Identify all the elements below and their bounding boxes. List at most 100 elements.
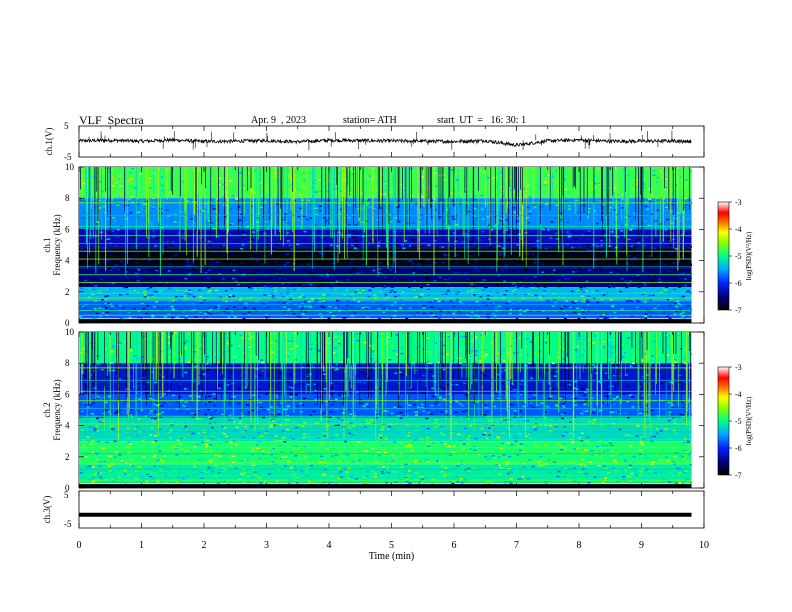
ch1-spectrogram-cell <box>298 316 302 318</box>
ch2-spectrogram-cell <box>601 444 605 446</box>
ch1-spectrogram-cell <box>302 298 306 301</box>
ch1-spectrogram-cell <box>112 239 116 241</box>
ch2-spectrogram-cell <box>429 440 433 443</box>
ch2-spectrogram-cell <box>161 376 165 378</box>
ch1-spectrogram-cell <box>649 280 653 283</box>
ch2-spectrogram-cell <box>184 371 188 374</box>
ch2-spectrogram-cell <box>201 429 205 431</box>
ch1-spectrogram-cell <box>184 277 188 280</box>
ch2-spectrogram-cell <box>176 439 180 442</box>
ch1-spectrogram-low-strip <box>79 319 692 323</box>
ch2-spectrogram-cell <box>381 444 385 447</box>
ch1-spectrogram-cell <box>373 294 377 297</box>
ch1-spectrogram-cell <box>538 186 542 189</box>
ch1-spectrogram-cell <box>578 267 582 270</box>
ch2-spectrogram-band <box>79 332 692 364</box>
ch2-spectrogram-cell <box>320 443 324 446</box>
ch1-spectrogram-cell <box>286 240 290 242</box>
ch1-spectrogram-cell <box>551 175 555 178</box>
ch1-spectrogram-cell <box>294 171 298 174</box>
ch1-spectrogram-cell <box>517 188 521 191</box>
ch1-spectrogram-cell <box>127 257 131 260</box>
ch2-spectrogram-cell <box>282 451 286 454</box>
ch1-spectrogram-cell <box>213 251 217 254</box>
ch2-spectrogram-cell <box>462 453 466 456</box>
ch1-spectrogram-cell <box>300 307 304 309</box>
ch1-spectrogram-cell <box>212 278 216 281</box>
ch2-spectrogram-cell <box>158 469 162 472</box>
ch1-spectrogram-cell <box>286 222 290 224</box>
ch1-spectrogram-cell <box>676 300 680 303</box>
ch2-spectrogram-cell <box>187 375 191 378</box>
ch2-spectrogram-cell <box>597 464 601 467</box>
ch2-spectrogram-cell <box>322 473 326 476</box>
ch2-spectrogram-cell <box>477 453 481 456</box>
ch1-spectrogram-cell <box>198 232 202 234</box>
ch2-spectrogram-cell <box>523 420 527 422</box>
ch2-spectrogram-cell <box>687 453 691 456</box>
ch1-spectrogram-cell <box>545 203 549 206</box>
ch2-spectrogram-cell <box>597 380 601 383</box>
ch1-spectrogram-cell <box>188 272 192 275</box>
ch1-spectrogram-cell <box>398 233 402 235</box>
ch1-spectrogram-cell <box>452 313 456 315</box>
ch1-spectrogram-cell <box>298 284 302 286</box>
ch1-spectrogram-cell <box>533 259 537 261</box>
ch2-spectrogram-cell <box>199 458 203 460</box>
ch1-spectrogram-cell <box>152 179 156 181</box>
ch1-spectrogram-cell <box>247 287 251 289</box>
ch2-spectrogram-cell <box>540 402 544 405</box>
ch1-spectrogram-cell <box>283 173 287 176</box>
ch1-spectrogram-cell <box>318 301 322 303</box>
ch1-spectrogram-cell <box>298 290 302 293</box>
ch1-spectrogram-cell <box>670 210 674 213</box>
ch1-spectrogram-cell <box>629 229 633 231</box>
ch1-spectrogram-cell <box>546 229 550 231</box>
ch1-spectrogram-cell <box>686 290 690 292</box>
ch1-spectrogram-cell <box>371 286 375 288</box>
ch1-spectrogram-cell <box>557 255 561 257</box>
ch2-spectrogram-cell <box>671 416 675 419</box>
ch1-spectrogram-cell <box>173 213 177 216</box>
ch1-spectrogram-cell <box>572 302 576 304</box>
ch1-spectrogram-cell <box>434 315 438 318</box>
ch1-spectrogram-cell <box>505 293 509 295</box>
ch1-spectrogram-cell <box>136 280 140 282</box>
ch2-spectrogram-cell <box>332 400 336 403</box>
ch1-spectrogram-cell <box>675 310 679 312</box>
ch1-spectrogram-cell <box>324 219 328 222</box>
ch1-spectrogram-cell <box>126 214 130 216</box>
ch1-spectrogram-cell <box>277 179 281 181</box>
ch2-spectrogram-cell <box>437 387 441 390</box>
ch1-spectrogram-cell <box>563 178 567 181</box>
ch1-spectrogram-cell <box>93 307 97 310</box>
ch1-spectrogram-cell <box>90 169 94 171</box>
ch1-spectrogram-cell <box>362 207 366 210</box>
ch1-spectrogram-cell <box>169 306 173 309</box>
ch2-spectrogram-cell <box>88 426 92 428</box>
ch2-spectrogram-cell <box>213 400 217 402</box>
ch1-spectrogram-cell <box>102 172 106 174</box>
ch1-spectrogram-cell <box>152 193 156 196</box>
ch1-spectrogram-cell <box>650 171 654 173</box>
ch1-spectrogram-cell <box>335 245 339 247</box>
ch1-spectrogram-cell <box>356 246 360 249</box>
ch1-spectrogram-cell <box>635 230 639 233</box>
ch1-spectrogram-cell <box>336 304 340 307</box>
ch1-spectrogram-cell <box>586 304 590 306</box>
ch2-spectrogram-cell <box>155 380 159 382</box>
ch1-spectrogram-cell <box>530 293 534 296</box>
ch1-spectrogram-cell <box>101 247 105 249</box>
ch1-spectrogram-cell <box>154 245 158 247</box>
ch1-spectrogram-cell <box>310 300 314 302</box>
ch1-spectrogram-cell <box>145 200 149 203</box>
ch2-spectrogram-cell <box>459 335 463 338</box>
ch2-spectrogram-cell <box>650 409 654 412</box>
ch1-spectrogram-cell <box>180 243 184 245</box>
ch2-spectrogram-cell <box>546 406 550 408</box>
ch1-spectrogram-cell <box>87 296 91 298</box>
ch1-spectrogram-cell <box>527 293 531 295</box>
ch1-spectrogram-cell <box>229 300 233 302</box>
ch2-spectrogram-cell <box>454 421 458 424</box>
ch1-spectrogram-cell <box>191 277 195 279</box>
